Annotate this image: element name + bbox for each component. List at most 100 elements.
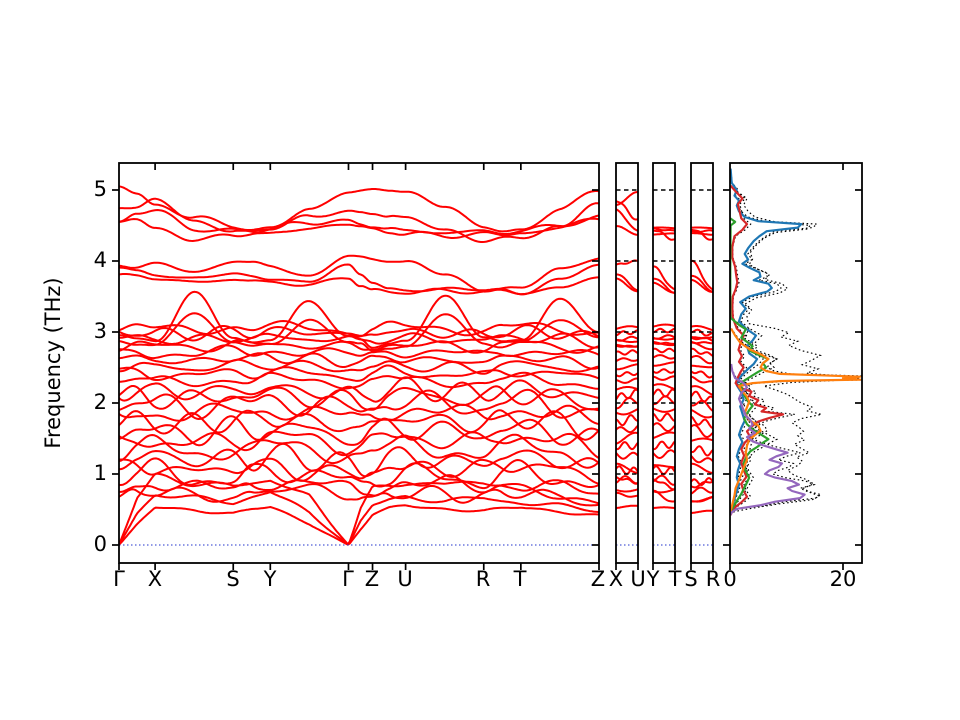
main-panel-frame xyxy=(118,162,600,564)
phonon-band xyxy=(119,504,599,546)
mini-panel-frame-1 xyxy=(652,162,676,564)
phonon-band-mini xyxy=(616,414,638,427)
phonon-band-mini xyxy=(653,340,675,347)
phonon-band-mini xyxy=(691,390,713,403)
phonon-band-mini xyxy=(691,424,713,439)
phonon-band-mini xyxy=(691,347,713,357)
mini-panel-frame-0 xyxy=(615,162,639,564)
pdos-purple xyxy=(730,363,806,516)
mini-label-s: S xyxy=(684,567,697,591)
phonon-band-mini xyxy=(653,337,675,341)
dos-panel xyxy=(730,168,862,516)
phonon-band-mini xyxy=(616,329,638,337)
y-tick-label-1: 1 xyxy=(94,461,107,485)
phonon-band xyxy=(119,491,599,546)
phonon-band xyxy=(119,433,599,469)
phonon-band xyxy=(119,202,599,235)
phonon-band-mini xyxy=(653,422,675,432)
k-point-label-u: U xyxy=(397,567,412,591)
mini-panel-frame-2 xyxy=(690,162,714,564)
phonon-band-mini xyxy=(691,415,713,429)
dos-x-tick-label-20: 20 xyxy=(830,567,857,591)
phonon-band xyxy=(119,197,599,243)
phonon-band-mini xyxy=(691,486,713,495)
phonon-band-mini xyxy=(616,408,638,416)
k-point-label-z1: Z xyxy=(365,567,379,591)
phonon-band-mini xyxy=(653,368,675,374)
phonon-band-mini xyxy=(653,226,675,232)
phonon-band-mini xyxy=(691,462,713,474)
axis-labels: Frequency (THz) 0 1 2 3 4 5 Γ X S Y Γ Z … xyxy=(41,177,856,591)
phonon-band-mini xyxy=(616,431,638,445)
phonon-band-mini xyxy=(653,226,675,230)
phonon-band-mini xyxy=(691,364,713,369)
phonon-band-mini xyxy=(616,363,638,371)
phonon-band-mini xyxy=(653,354,675,360)
phonon-band xyxy=(119,371,599,390)
y-tick-label-0: 0 xyxy=(94,532,107,556)
dos-reference-dotted xyxy=(730,363,823,516)
phonon-band-mini xyxy=(653,407,675,413)
phonon-band-mini xyxy=(616,273,638,292)
phonon-band-mini xyxy=(653,388,675,398)
phonon-band-mini xyxy=(691,385,713,396)
phonon-band xyxy=(119,217,599,242)
phonon-band-mini xyxy=(691,445,713,457)
phonon-band-mini xyxy=(616,462,638,474)
phonon-band-mini xyxy=(616,344,638,348)
phonon-band xyxy=(119,483,599,507)
phonon-band-mini xyxy=(691,228,713,241)
phonon-band xyxy=(119,409,599,441)
phonon-band-mini xyxy=(691,375,713,384)
phonon-band xyxy=(119,385,599,411)
phonon-band-mini xyxy=(691,455,713,464)
phonon-band-mini xyxy=(653,383,675,391)
phonon-band xyxy=(119,364,599,382)
phonon-band-mini xyxy=(691,274,713,293)
phonon-band-mini xyxy=(653,361,675,367)
phonon-band-mini xyxy=(653,478,675,491)
phonon-band-mini xyxy=(691,408,713,419)
phonon-band-mini xyxy=(653,375,675,381)
phonon-band-mini xyxy=(691,477,713,487)
mini-label-y: Y xyxy=(646,567,660,591)
phonon-band-mini xyxy=(616,475,638,485)
k-point-label-t: T xyxy=(513,567,527,591)
phonon-band-mini xyxy=(616,451,638,460)
k-point-label-x: X xyxy=(148,567,162,591)
phonon-band xyxy=(119,442,599,478)
axes-frames xyxy=(118,162,863,564)
phonon-band xyxy=(119,290,599,349)
phonon-band-mini xyxy=(691,336,713,340)
k-point-label-z2: Z xyxy=(591,567,605,591)
y-tick-label-4: 4 xyxy=(94,248,107,272)
phonon-band-mini xyxy=(653,347,675,354)
phonon-band-mini xyxy=(616,388,638,401)
phonon-band-mini xyxy=(653,229,675,241)
band-structure-panel xyxy=(119,185,599,546)
mini-panel-yt xyxy=(653,226,675,510)
phonon-band-mini xyxy=(691,259,713,291)
phonon-band-mini xyxy=(653,265,675,291)
phonon-band xyxy=(119,358,599,375)
y-tick-label-2: 2 xyxy=(94,390,107,414)
k-point-label-y: Y xyxy=(263,567,277,591)
phonon-band xyxy=(119,457,599,485)
phonon-band-mini xyxy=(653,464,675,469)
phonon-band-mini xyxy=(653,449,675,460)
phonon-band-mini xyxy=(616,371,638,378)
phonon-band-mini xyxy=(653,440,675,451)
phonon-band-mini xyxy=(616,277,638,293)
k-point-label-r: R xyxy=(476,567,491,591)
phonon-band xyxy=(119,430,599,459)
phonon-band xyxy=(119,352,599,370)
phonon-band-mini xyxy=(653,431,675,440)
phonon-band-mini xyxy=(691,370,713,379)
phonon-band xyxy=(119,185,599,233)
phonon-band-mini xyxy=(691,328,713,337)
y-tick-label-5: 5 xyxy=(94,177,107,201)
k-point-label-s: S xyxy=(226,567,239,591)
phonon-band-mini xyxy=(616,377,638,384)
